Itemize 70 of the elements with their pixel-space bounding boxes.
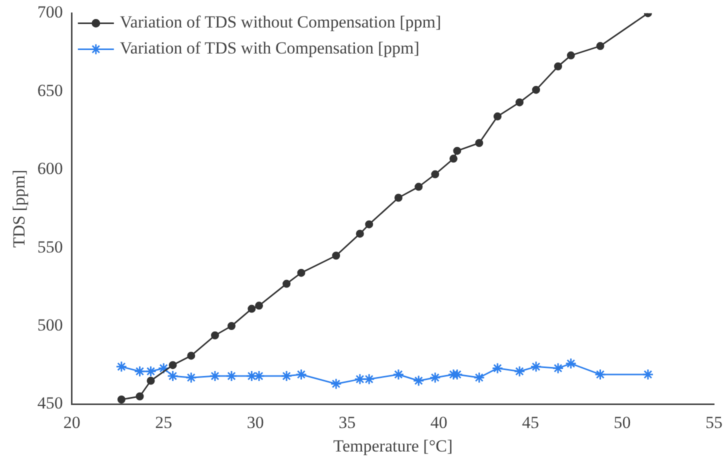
point — [594, 368, 606, 380]
y-tick-label: 450 — [37, 394, 63, 413]
point — [642, 368, 654, 380]
y-axis-title: TDS [ppm] — [10, 170, 29, 248]
x-tick-label: 20 — [63, 412, 80, 432]
x-tick-label: 25 — [155, 412, 172, 432]
point — [431, 170, 440, 178]
point — [429, 372, 441, 384]
point — [532, 86, 540, 94]
point — [475, 139, 484, 148]
x-tick-label: 55 — [706, 412, 722, 432]
point — [209, 370, 221, 382]
point — [596, 42, 604, 50]
point — [530, 360, 542, 372]
point — [392, 368, 404, 380]
point — [554, 62, 562, 70]
x-tick-label: 45 — [522, 412, 540, 432]
point — [248, 304, 256, 313]
point — [246, 370, 258, 382]
point — [146, 376, 155, 385]
point — [185, 372, 197, 384]
point — [414, 182, 423, 191]
x-axis-title: Temperature [°C] — [333, 436, 453, 456]
point — [363, 373, 375, 385]
point — [330, 378, 342, 390]
point — [394, 194, 402, 202]
point — [136, 392, 144, 400]
point — [565, 358, 577, 370]
point — [516, 98, 524, 106]
point — [514, 366, 526, 378]
point — [356, 230, 364, 238]
point — [228, 322, 236, 330]
point — [332, 252, 340, 260]
point — [453, 146, 462, 155]
point — [566, 51, 575, 60]
legend-label: Variation of TDS without Compensation [ppm] — [120, 12, 442, 32]
point — [117, 396, 126, 404]
point — [552, 362, 564, 374]
point — [253, 370, 265, 382]
point — [255, 302, 264, 310]
point — [295, 368, 307, 380]
point — [354, 373, 366, 385]
point — [226, 370, 238, 382]
point — [282, 280, 291, 288]
point — [210, 331, 219, 340]
x-tick-label: 40 — [430, 412, 448, 432]
point — [134, 366, 146, 378]
point — [116, 360, 128, 372]
point — [412, 374, 424, 386]
x-tick-label: 35 — [338, 412, 356, 432]
point — [168, 361, 177, 370]
y-tick-label: 600 — [37, 159, 63, 178]
point — [449, 154, 458, 163]
y-tick-label: 550 — [37, 237, 63, 256]
y-tick-label: 650 — [37, 80, 63, 100]
point — [494, 112, 502, 120]
point — [280, 370, 292, 382]
point — [473, 372, 485, 384]
x-tick-label: 30 — [246, 412, 264, 432]
point — [297, 268, 306, 277]
point — [365, 220, 374, 228]
point — [145, 366, 157, 378]
point — [492, 362, 504, 374]
point — [158, 362, 170, 374]
y-tick-label: 700 — [37, 2, 63, 22]
point — [167, 370, 179, 382]
legend-label: Variation of TDS with Compensation [ppm] — [120, 38, 420, 58]
point — [187, 352, 196, 360]
x-tick-label: 50 — [614, 412, 631, 432]
y-tick-label: 500 — [37, 315, 63, 334]
